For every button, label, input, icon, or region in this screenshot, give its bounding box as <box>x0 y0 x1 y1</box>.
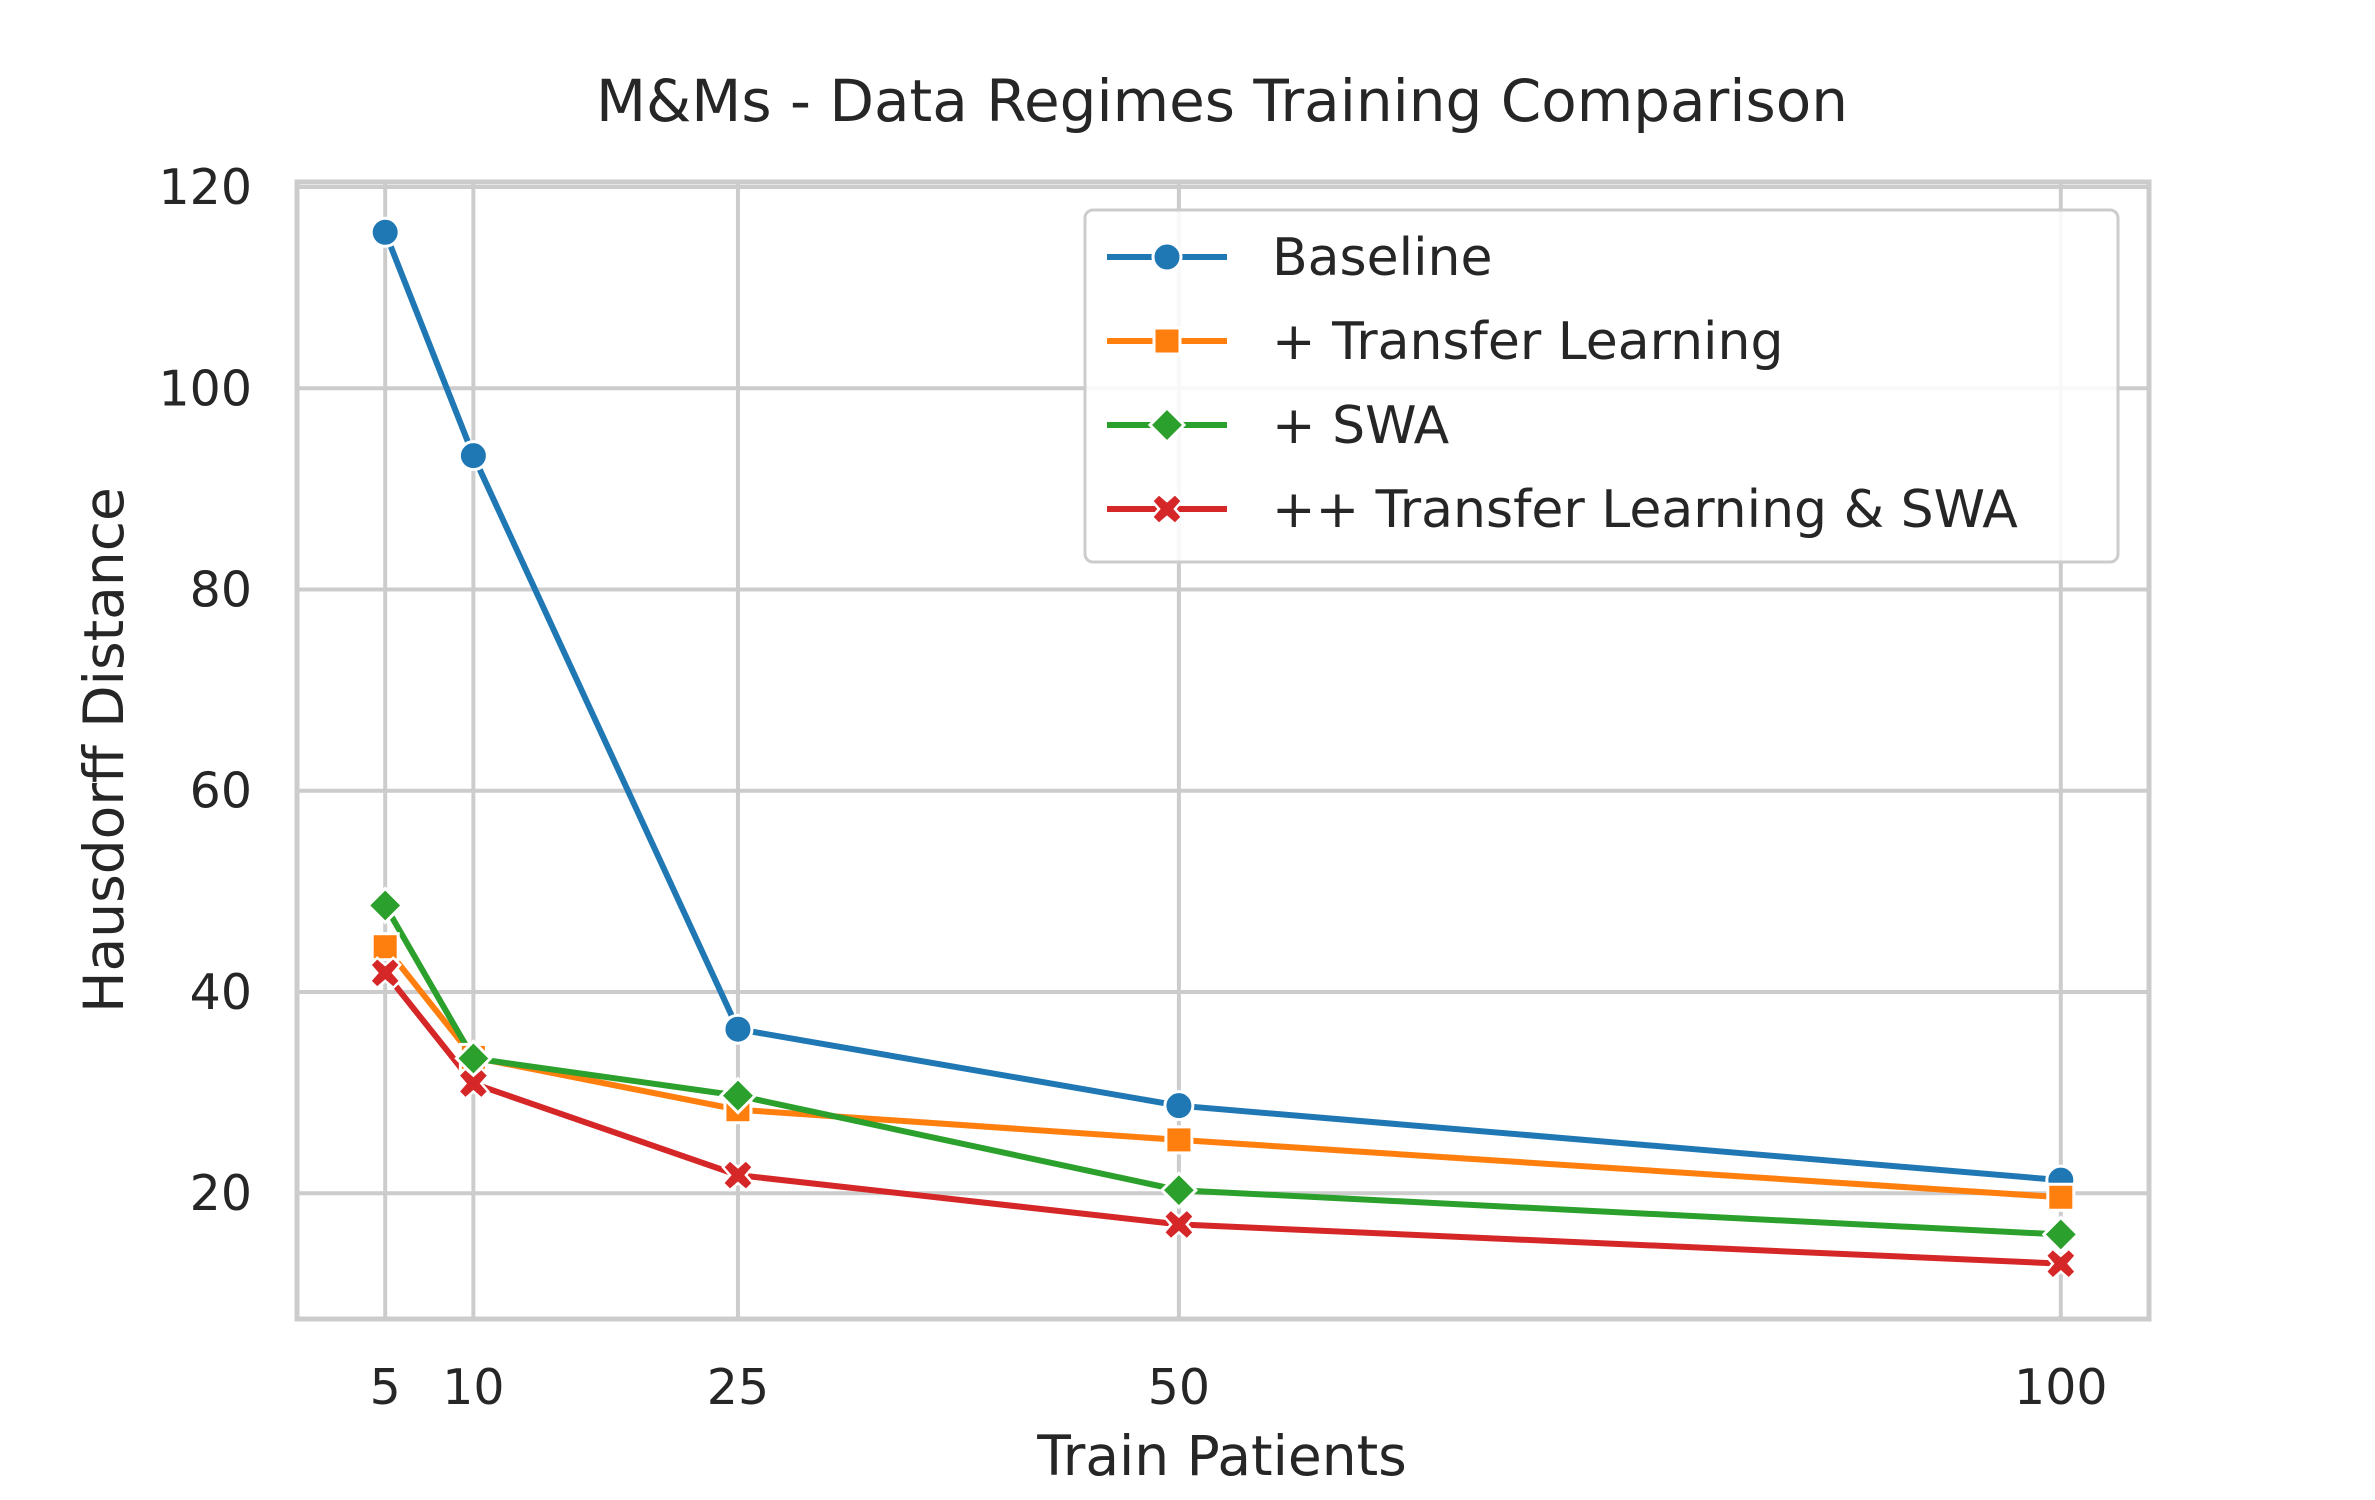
series-1-point <box>369 216 401 248</box>
series-1-point <box>457 440 489 472</box>
y-axis-label: Hausdorff Distance <box>72 487 136 1013</box>
series-1-point <box>722 1013 754 1045</box>
y-tick-label: 40 <box>190 964 252 1021</box>
x-tick-label: 100 <box>2014 1359 2108 1416</box>
chart-title: M&Ms - Data Regimes Training Comparison <box>596 67 1848 135</box>
legend: Baseline + Transfer Learning + SWA ++ Trans… <box>1083 208 2120 564</box>
series-3-point <box>366 886 405 925</box>
legend-frame <box>1083 208 2120 564</box>
series-1-point <box>1163 1090 1195 1122</box>
series-markers <box>366 216 2080 1281</box>
series-4-point <box>2044 1246 2078 1281</box>
series-3-point <box>1159 1171 1199 1210</box>
y-tick-labels: 20 40 60 80 100 120 <box>158 159 252 1222</box>
x-tick-label: 5 <box>370 1359 401 1416</box>
series-4-point <box>1162 1207 1196 1242</box>
x-axis-label: Train Patients <box>1036 1424 1407 1488</box>
series-4-point <box>456 1066 491 1101</box>
series-3-point <box>2041 1215 2080 1254</box>
series-2-point <box>2046 1182 2076 1212</box>
legend-label: Baseline <box>1272 228 1492 288</box>
series-4-point <box>368 956 402 990</box>
legend-label: + SWA <box>1272 396 1450 456</box>
legend-marker <box>1147 405 1187 445</box>
x-tick-label: 25 <box>707 1359 769 1416</box>
y-tick-label: 80 <box>190 562 252 619</box>
legend-label: + Transfer Learning <box>1272 312 1783 372</box>
x-tick-label: 10 <box>442 1359 504 1416</box>
series-2-point <box>370 932 400 962</box>
x-tick-labels: 5 10 25 50 100 <box>370 1359 2108 1416</box>
y-tick-label: 120 <box>158 159 252 216</box>
series-4-point <box>721 1158 755 1192</box>
x-tick-label: 50 <box>1148 1359 1210 1416</box>
legend-marker <box>1151 241 1183 273</box>
legend-marker <box>1150 492 1184 526</box>
legend-label: ++ Transfer Learning & SWA <box>1272 480 2018 540</box>
series-2-point <box>1164 1125 1194 1155</box>
plot-frame <box>294 179 2152 1322</box>
y-tick-label: 20 <box>190 1165 252 1222</box>
legend-marker <box>1152 326 1182 356</box>
series-3-point <box>718 1076 758 1115</box>
y-tick-label: 60 <box>190 763 252 820</box>
y-tick-label: 100 <box>158 360 252 417</box>
